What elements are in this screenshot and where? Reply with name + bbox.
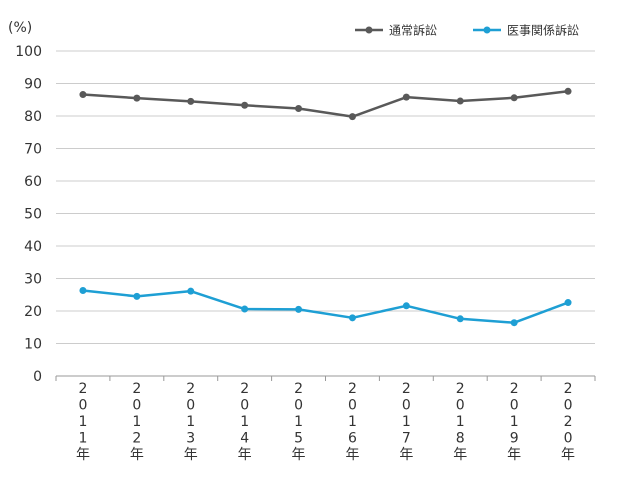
- data-point-0-1: [133, 94, 141, 102]
- data-point-1-7: [456, 315, 464, 323]
- series-lines: [79, 87, 572, 327]
- series-0: [79, 87, 572, 121]
- data-point-1-8: [510, 319, 518, 327]
- series-line-1: [82, 289, 569, 324]
- legend-label-0: 通常訴訟: [389, 23, 437, 38]
- data-point-1-4: [295, 305, 303, 313]
- y-tick-label-50: 50: [24, 207, 42, 223]
- data-point-1-6: [402, 302, 410, 310]
- legend: 通常訴訟 医事関係訴訟: [355, 23, 579, 38]
- y-tick-label-60: 60: [24, 174, 42, 190]
- y-tick-label-70: 70: [24, 142, 42, 158]
- legend-entry-1: 医事関係訴訟: [473, 23, 579, 38]
- y-tick-label-30: 30: [24, 272, 42, 288]
- y-tick-label-40: 40: [24, 239, 42, 255]
- legend-swatch-dot-1: [483, 26, 491, 34]
- y-axis-ticks: 0 10 20 30 40 50 60 70 80 90 100: [15, 44, 42, 385]
- data-point-1-1: [133, 292, 141, 300]
- data-point-1-9: [564, 299, 572, 307]
- data-point-0-0: [79, 91, 87, 99]
- y-tick-label-90: 90: [24, 77, 42, 93]
- data-point-1-3: [241, 305, 249, 313]
- series-1: [79, 287, 572, 327]
- legend-entry-0: 通常訴訟: [355, 23, 437, 38]
- y-tick-label-80: 80: [24, 109, 42, 125]
- legend-label-1: 医事関係訴訟: [507, 23, 579, 38]
- data-point-0-6: [402, 93, 410, 101]
- data-point-1-5: [348, 314, 356, 322]
- data-point-0-3: [241, 101, 249, 109]
- data-point-0-9: [564, 87, 572, 95]
- data-point-0-7: [456, 97, 464, 105]
- y-axis-unit-label: (%): [8, 20, 32, 36]
- data-point-0-4: [295, 105, 303, 113]
- y-tick-label-20: 20: [24, 304, 42, 320]
- data-point-1-0: [79, 287, 87, 295]
- y-tick-label-10: 10: [24, 337, 42, 353]
- legend-swatch-dot-0: [365, 26, 373, 34]
- series-line-0: [82, 90, 569, 118]
- y-tick-label-0: 0: [33, 369, 42, 385]
- y-tick-label-100: 100: [15, 44, 42, 60]
- data-point-0-5: [348, 113, 356, 121]
- data-point-0-8: [510, 94, 518, 102]
- x-axis-ticks: 2 0 1 1 年 2 0 1 2 年 2 0 1 3 年 2 0 1 4 年 2 0 1 5 年 2 0 1 6 年 2 0 1 7 年 2 0 1 8 年…: [55, 376, 596, 463]
- data-point-1-2: [187, 287, 195, 295]
- data-point-0-2: [187, 97, 195, 105]
- gridlines: [56, 50, 595, 344]
